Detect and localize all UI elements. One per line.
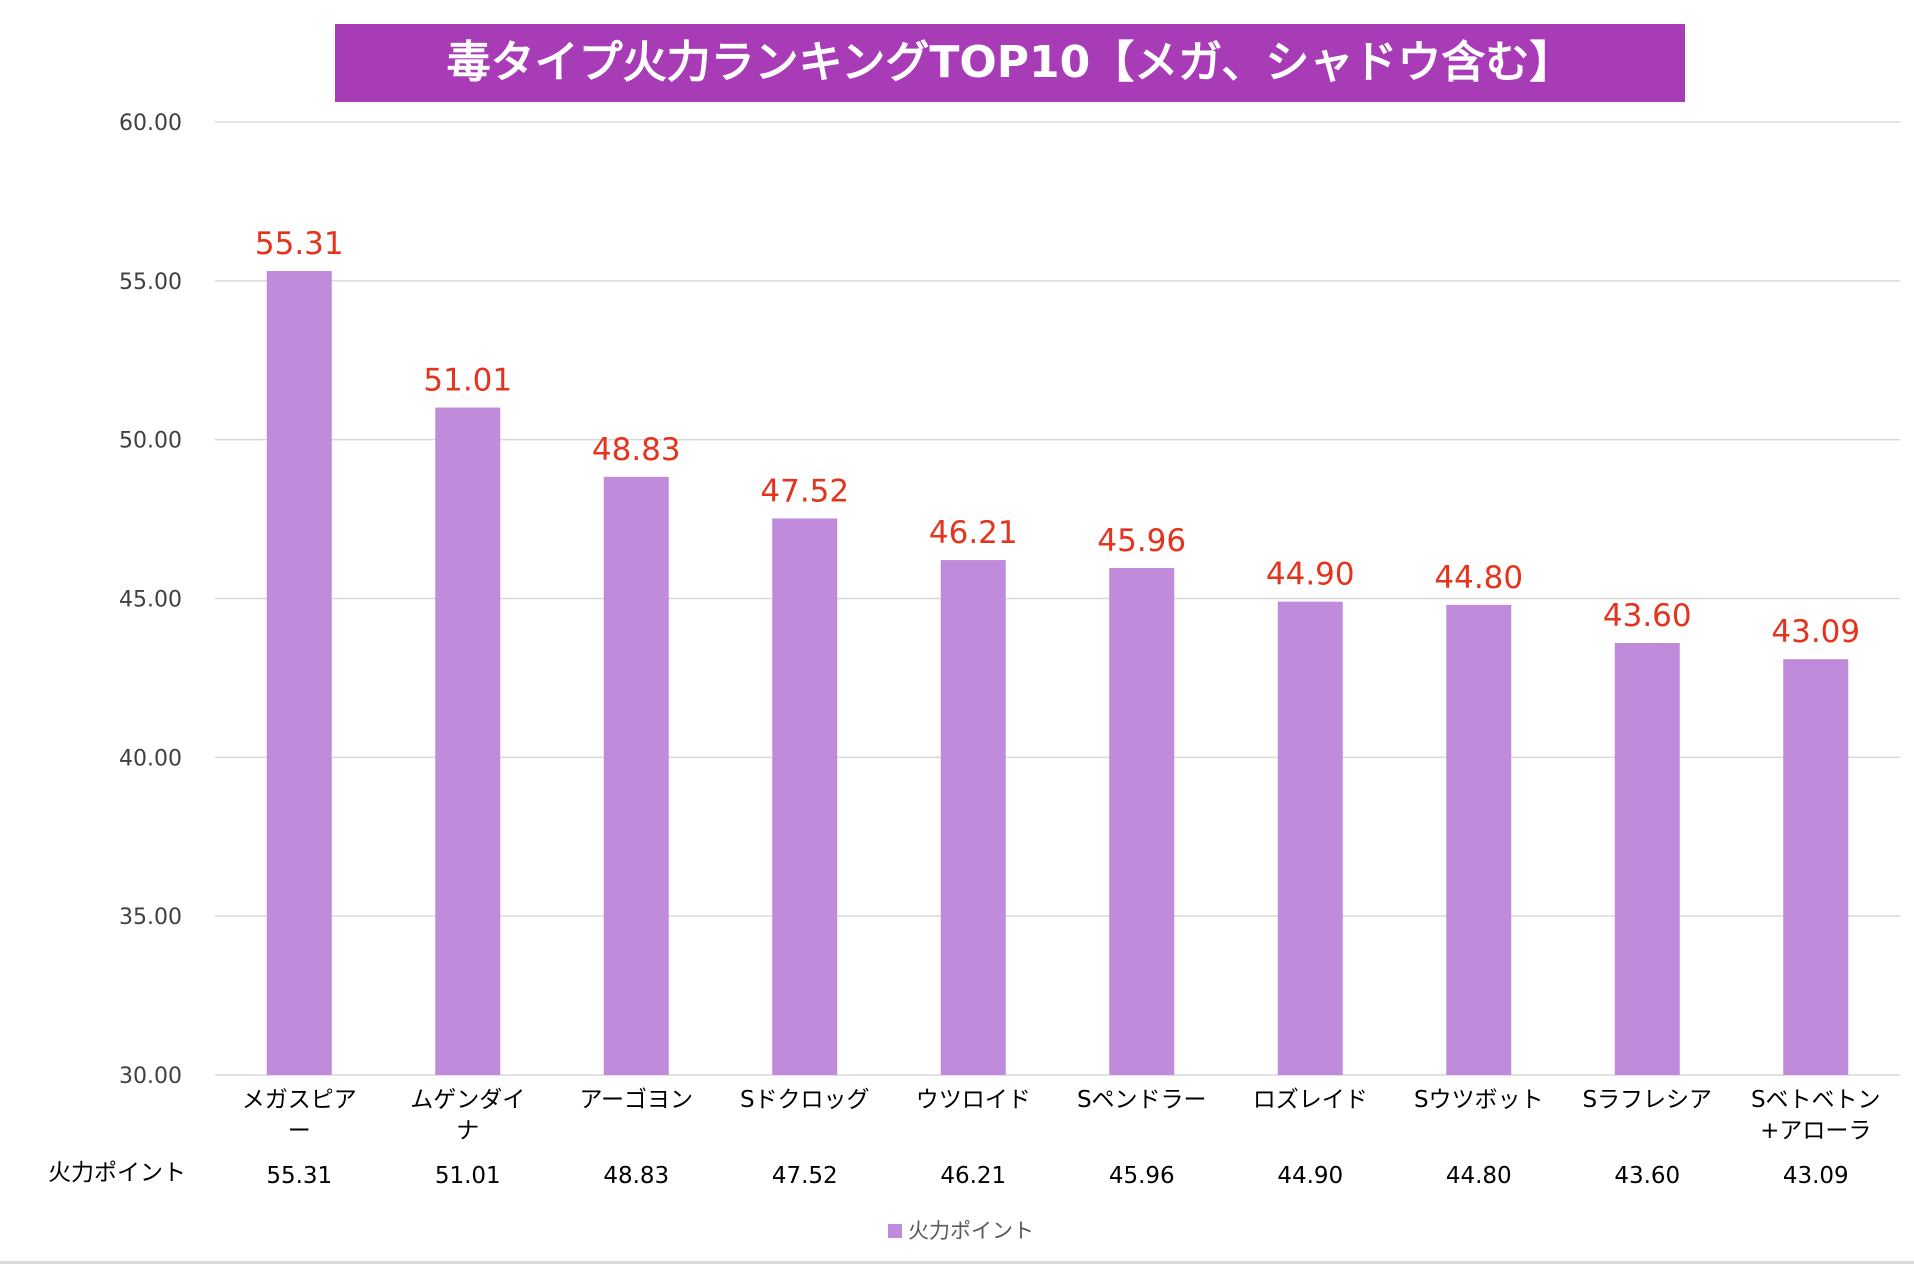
bar xyxy=(772,518,838,1075)
table-value: 51.01 xyxy=(435,1163,501,1189)
bar xyxy=(1277,601,1343,1075)
x-tick-label: ウツロイド xyxy=(916,1087,1031,1113)
bar xyxy=(435,407,501,1075)
y-tick-label: 35.00 xyxy=(119,905,182,930)
legend-label: 火力ポイント xyxy=(908,1219,1034,1243)
y-axis-ticks: 30.00 35.00 40.00 45.00 50.00 55.00 60.00 xyxy=(119,111,182,1089)
x-tick-label: +アローラ xyxy=(1760,1118,1871,1144)
legend: 火力ポイント xyxy=(888,1219,1034,1243)
y-tick-label: 50.00 xyxy=(119,429,182,454)
data-label: 43.60 xyxy=(1603,598,1692,634)
chart-title: 毒タイプ火力ランキングTOP10【メガ、シャドウ含む】 xyxy=(447,37,1574,88)
table-value: 47.52 xyxy=(772,1163,838,1189)
x-tick-label: Sウツボット xyxy=(1414,1087,1544,1113)
bars xyxy=(266,270,1849,1075)
x-tick-label: Sドクロッグ xyxy=(740,1087,870,1113)
bar xyxy=(1109,568,1175,1075)
legend-swatch xyxy=(888,1224,902,1238)
table-value: 44.80 xyxy=(1446,1163,1512,1189)
table-value: 43.09 xyxy=(1783,1163,1849,1189)
data-label: 45.96 xyxy=(1097,523,1186,559)
x-tick-label: ナ xyxy=(456,1118,479,1144)
chart-title-group: 毒タイプ火力ランキングTOP10【メガ、シャドウ含む】 xyxy=(335,24,1685,102)
x-tick-label: Sベトベトン xyxy=(1751,1087,1881,1113)
y-tick-label: 30.00 xyxy=(119,1064,182,1089)
data-labels: 55.31 51.01 48.83 47.52 46.21 45.96 44.90 44.80… xyxy=(255,226,1860,650)
data-label: 47.52 xyxy=(760,473,849,509)
data-label: 43.09 xyxy=(1771,614,1860,650)
table-value: 44.90 xyxy=(1277,1163,1343,1189)
data-label: 51.01 xyxy=(423,363,512,399)
y-tick-label: 60.00 xyxy=(119,111,182,136)
x-tick-label: ムゲンダイ xyxy=(410,1087,525,1113)
bar xyxy=(603,476,669,1075)
table-value: 43.60 xyxy=(1614,1163,1680,1189)
bar xyxy=(940,560,1006,1075)
bottom-divider xyxy=(0,1261,1914,1264)
data-label: 55.31 xyxy=(255,226,344,262)
x-tick-label: アーゴヨン xyxy=(579,1087,693,1113)
data-label: 46.21 xyxy=(929,515,1018,551)
table-value: 46.21 xyxy=(940,1163,1006,1189)
x-tick-label: Sペンドラー xyxy=(1077,1087,1207,1113)
table-value: 55.31 xyxy=(266,1163,332,1189)
chart-title-background xyxy=(335,24,1685,102)
x-tick-label: メガスピア xyxy=(242,1087,357,1113)
x-tick-label: Sラフレシア xyxy=(1582,1087,1712,1113)
y-tick-label: 55.00 xyxy=(119,270,182,295)
y-tick-label: 45.00 xyxy=(119,588,182,613)
table-value: 45.96 xyxy=(1109,1163,1175,1189)
data-label: 44.80 xyxy=(1434,560,1523,596)
bar xyxy=(266,270,332,1075)
y-tick-label: 40.00 xyxy=(119,746,182,771)
bar xyxy=(1614,642,1680,1075)
data-table: 55.31 51.01 48.83 47.52 46.21 45.96 44.90 44.80… xyxy=(48,1160,1849,1189)
x-tick-label: ー xyxy=(288,1118,311,1144)
data-label: 44.90 xyxy=(1266,557,1355,593)
table-value: 48.83 xyxy=(603,1163,669,1189)
table-row-label: 火力ポイント xyxy=(48,1160,186,1186)
bar xyxy=(1446,604,1512,1075)
data-label: 48.83 xyxy=(592,432,681,468)
x-tick-label: ロズレイド xyxy=(1253,1087,1368,1113)
bar xyxy=(1783,659,1849,1075)
